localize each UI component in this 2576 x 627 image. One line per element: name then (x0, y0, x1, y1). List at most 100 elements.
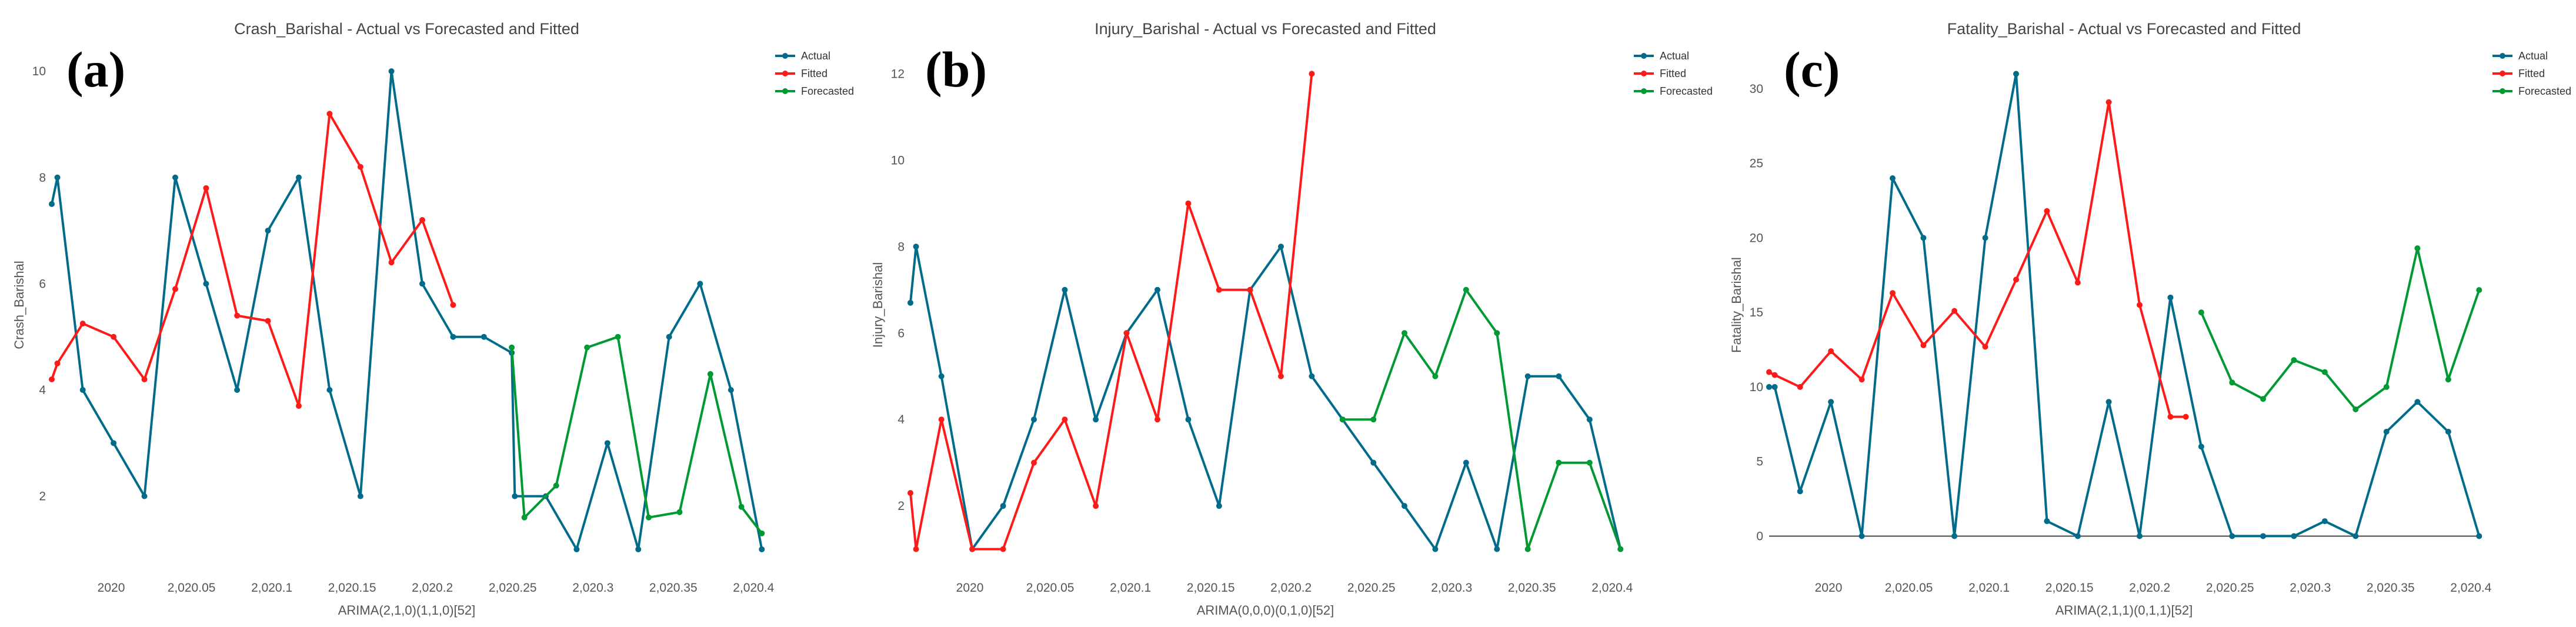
legend-marker-fitted (1641, 71, 1647, 76)
data-point-actual (1556, 373, 1562, 379)
data-point-forecasted (1463, 286, 1469, 293)
data-point-actual (907, 299, 913, 306)
data-point-actual (573, 546, 580, 552)
data-point-actual (1951, 533, 1958, 539)
data-point-fitted (265, 318, 271, 324)
data-point-actual (1586, 416, 1593, 423)
data-point-fitted (1000, 546, 1006, 552)
data-point-actual (265, 228, 271, 234)
data-point-actual (1309, 373, 1315, 379)
data-point-actual (1093, 416, 1099, 423)
panel-label: (c) (1784, 41, 1840, 98)
x-tick-label: 2,020.05 (168, 581, 216, 595)
series-line-actual (909, 245, 1622, 551)
x-tick-label: 2,020.3 (1431, 581, 1472, 595)
chart-title: Injury_Barishal - Actual vs Forecasted a… (1095, 20, 1436, 38)
data-point-fitted (54, 360, 61, 366)
x-tick-label: 2,020.15 (1187, 581, 1235, 595)
y-tick-label: 2 (39, 490, 46, 503)
x-tick-label: 2020 (98, 581, 125, 595)
data-point-actual (326, 387, 333, 393)
series-line-forecasted (510, 335, 763, 535)
data-point-fitted (49, 376, 55, 382)
data-point-actual (2353, 533, 2359, 539)
data-point-fitted (419, 217, 425, 223)
data-point-actual (697, 281, 703, 287)
legend-marker-fitted (2500, 71, 2505, 76)
data-point-forecasted (2414, 245, 2421, 252)
data-point-actual (1030, 416, 1037, 423)
legend-label-fitted: Fitted (1660, 68, 1686, 79)
series-line-fitted (51, 112, 455, 408)
x-tick-label: 2,020.15 (2046, 581, 2094, 595)
data-point-fitted (357, 164, 363, 170)
data-point-fitted (1797, 383, 1803, 390)
data-point-forecasted (1494, 330, 1500, 336)
x-tick-label: 2,020.4 (2450, 581, 2491, 595)
data-point-actual (1524, 373, 1531, 379)
data-point-actual (1766, 383, 1772, 390)
injury-chart: (b) Injury_Barishal - Actual vs Forecaste… (870, 20, 1713, 618)
data-point-actual (357, 493, 363, 499)
data-point-forecasted (2476, 287, 2482, 294)
data-point-fitted (1062, 416, 1068, 423)
data-point-actual (1828, 399, 1834, 405)
x-tick-label: 2,020.35 (1508, 581, 1556, 595)
data-point-actual (450, 333, 456, 340)
x-tick-label: 2,020.25 (2206, 581, 2254, 595)
data-point-actual (1000, 503, 1006, 509)
x-tick-label: 2,020.2 (1270, 581, 1312, 595)
data-point-forecasted (509, 344, 515, 351)
x-tick-label: 2,020.4 (733, 581, 774, 595)
data-point-forecasted (2229, 379, 2235, 386)
legend-marker-forecasted (1641, 88, 1647, 94)
x-tick-label: 2,020.1 (251, 581, 292, 595)
data-point-actual (666, 333, 672, 340)
data-point-fitted (234, 312, 241, 319)
data-point-actual (295, 174, 302, 181)
data-point-fitted (388, 259, 395, 266)
data-point-actual (759, 546, 765, 552)
data-point-forecasted (2198, 309, 2204, 316)
y-axis-title: Fatality_Barishal (1729, 257, 1744, 353)
data-point-fitted (1216, 286, 1222, 293)
data-point-actual (604, 440, 610, 446)
y-tick-label: 6 (39, 277, 46, 291)
x-tick-label: 2,020.35 (649, 581, 698, 595)
y-tick-label: 0 (1756, 529, 1763, 543)
data-point-forecasted (2321, 369, 2328, 375)
data-point-fitted (969, 546, 976, 552)
data-point-forecasted (521, 514, 528, 521)
data-point-actual (1797, 488, 1803, 495)
data-point-actual (1889, 175, 1896, 182)
y-tick-label: 6 (897, 326, 905, 340)
data-point-forecasted (1617, 546, 1624, 552)
legend-marker-forecasted (782, 88, 788, 94)
data-point-fitted (326, 111, 333, 117)
data-point-fitted (1309, 71, 1315, 77)
y-tick-label: 4 (897, 413, 905, 426)
x-tick-label: 2,020.35 (2367, 581, 2415, 595)
data-point-actual (2291, 533, 2297, 539)
x-tick-label: 2,020.25 (1347, 581, 1396, 595)
data-point-forecasted (676, 509, 683, 515)
x-tick-label: 2,020.1 (1110, 581, 1151, 595)
data-point-actual (2167, 294, 2174, 301)
data-point-fitted (2183, 413, 2189, 420)
data-point-forecasted (2353, 406, 2359, 412)
legend-label-forecasted: Forecasted (2518, 85, 2571, 97)
data-point-forecasted (615, 333, 621, 340)
series-line-actual (51, 70, 513, 498)
series-line-fitted (1769, 101, 2186, 418)
data-point-forecasted (1556, 459, 1562, 466)
panel-label: (a) (66, 41, 125, 98)
y-tick-label: 25 (1750, 157, 1763, 171)
data-point-fitted (1277, 373, 1284, 379)
data-point-fitted (172, 286, 178, 292)
x-axis-title: ARIMA(0,0,0)(0,1,0)[52] (1197, 603, 1334, 618)
data-point-actual (54, 174, 61, 181)
series-line-forecasted (1342, 288, 1622, 551)
data-point-actual (1154, 286, 1160, 293)
data-point-fitted (907, 490, 913, 496)
data-point-fitted (2167, 413, 2174, 420)
